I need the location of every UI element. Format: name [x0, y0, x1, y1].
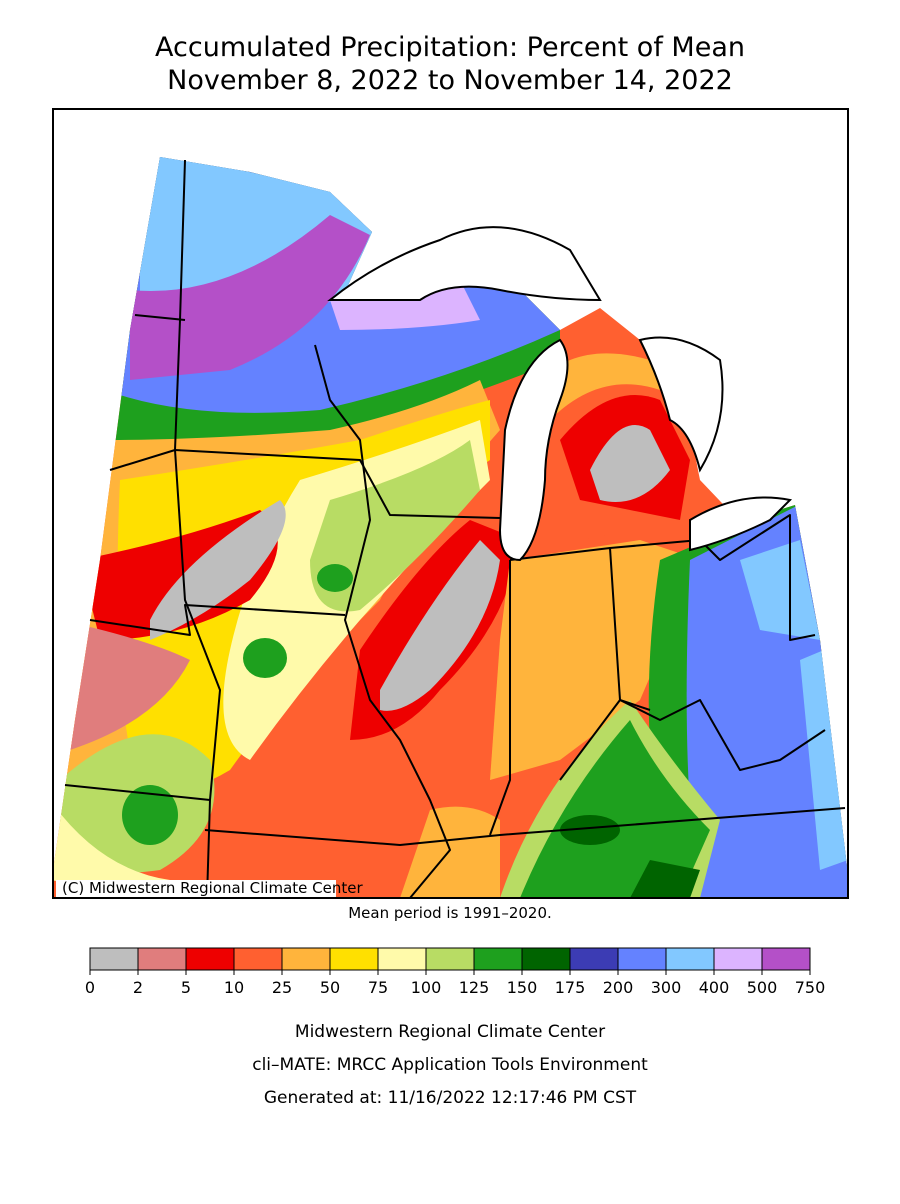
- footer-line: Midwestern Regional Climate Center: [295, 1022, 605, 1042]
- legend-swatch: [473, 947, 523, 971]
- legend-swatch: [329, 947, 379, 971]
- legend-label: 75: [368, 978, 388, 997]
- state-borders: [64, 159, 846, 899]
- legend-swatch: [617, 947, 667, 971]
- legend-label: 5: [181, 978, 191, 997]
- legend-label: 125: [459, 978, 490, 997]
- legend-label: 500: [747, 978, 778, 997]
- legend-swatch: [89, 947, 139, 971]
- legend-swatch: [425, 947, 475, 971]
- legend: 0 2 5 10 25 50 75 100 125 150 175 200 300 400 500 750: [85, 947, 826, 997]
- legend-swatch: [761, 947, 811, 971]
- legend-swatch: [185, 947, 235, 971]
- legend-label: 100: [411, 978, 442, 997]
- legend-label: 25: [272, 978, 292, 997]
- legend-label: 175: [555, 978, 586, 997]
- legend-swatch: [233, 947, 283, 971]
- footer-line: Generated at: 11/16/2022 12:17:46 PM CST: [264, 1088, 637, 1108]
- legend-swatch: [713, 947, 763, 971]
- copyright: (C) Midwestern Regional Climate Center: [62, 879, 363, 897]
- legend-label: 50: [320, 978, 340, 997]
- legend-label: 2: [133, 978, 143, 997]
- legend-label: 0: [85, 978, 95, 997]
- footer-line: cli–MATE: MRCC Application Tools Environ…: [252, 1055, 648, 1075]
- precip-field: [53, 157, 848, 898]
- legend-swatch: [137, 947, 187, 971]
- legend-swatch: [281, 947, 331, 971]
- legend-swatch: [665, 947, 715, 971]
- legend-label: 150: [507, 978, 538, 997]
- legend-label: 750: [795, 978, 826, 997]
- legend-swatch: [521, 947, 571, 971]
- map-frame: [52, 108, 849, 899]
- copyright-box: [56, 880, 336, 897]
- lakes: [327, 226, 793, 562]
- legend-label: 300: [651, 978, 682, 997]
- mean-period: Mean period is 1991–2020.: [348, 904, 552, 922]
- legend-label: 200: [603, 978, 634, 997]
- title-line: November 8, 2022 to November 14, 2022: [167, 65, 733, 96]
- legend-swatch: [377, 947, 427, 971]
- legend-label: 400: [699, 978, 730, 997]
- legend-swatch: [569, 947, 619, 971]
- title-line: Accumulated Precipitation: Percent of Me…: [155, 32, 745, 63]
- legend-label: 10: [224, 978, 244, 997]
